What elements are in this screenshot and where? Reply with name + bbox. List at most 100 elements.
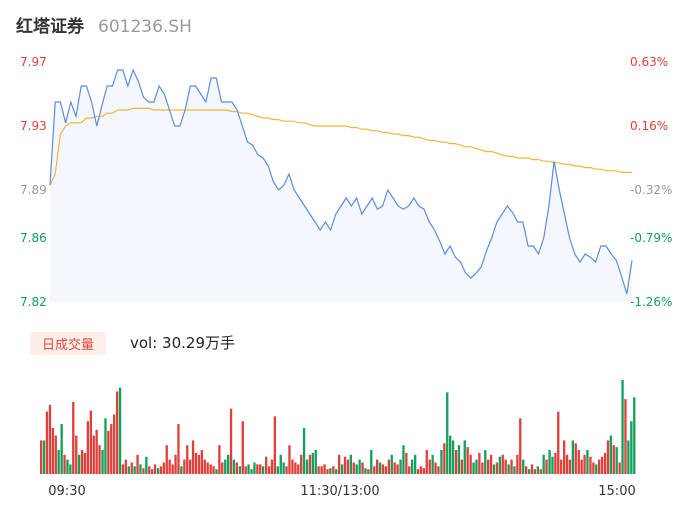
volume-bar <box>148 466 151 474</box>
volume-bar <box>592 462 595 474</box>
volume-bar <box>492 464 496 474</box>
volume-bar <box>116 391 119 474</box>
volume-bar <box>422 468 426 474</box>
volume-bar <box>376 459 379 474</box>
volume-bar <box>262 466 265 474</box>
volume-bar <box>291 459 294 474</box>
volume-bar <box>320 466 323 474</box>
volume-bar <box>501 454 504 474</box>
volume-bar <box>373 466 376 474</box>
volume-bar <box>574 443 577 474</box>
volume-bar <box>186 445 189 474</box>
volume-bar <box>300 454 303 474</box>
volume-bar <box>124 459 128 474</box>
volume-bar <box>522 459 525 474</box>
volume-bar <box>627 440 630 474</box>
volume-bar <box>595 464 598 474</box>
volume-bar <box>180 466 183 474</box>
volume-bar <box>437 466 440 474</box>
volume-bar <box>305 459 309 474</box>
volume-bar <box>51 427 55 474</box>
volume-badge[interactable]: 日成交量 <box>30 332 107 355</box>
volume-bar <box>548 450 551 474</box>
volume-bar <box>335 469 338 474</box>
volume-bar <box>48 404 52 474</box>
volume-bar <box>40 440 43 474</box>
volume-bar <box>352 462 355 474</box>
volume-bar <box>513 466 516 474</box>
volume-bar <box>57 450 60 474</box>
volume-bar <box>206 462 209 474</box>
volume-bar <box>329 468 332 474</box>
volume-bar <box>428 459 431 474</box>
volume-bar <box>446 392 449 474</box>
volume-bar <box>168 459 171 474</box>
volume-bar <box>504 459 507 474</box>
volume-bar <box>323 464 326 474</box>
volume-bar <box>603 452 607 474</box>
volume-chart <box>40 379 636 474</box>
volume-bar <box>317 466 320 474</box>
price-tick-label: 7.82 <box>20 295 47 309</box>
volume-bar <box>396 464 399 474</box>
volume-bar <box>618 462 621 474</box>
volume-bar <box>498 456 502 474</box>
volume-bar <box>253 462 256 474</box>
volume-bar <box>384 466 388 474</box>
volume-bar <box>72 402 75 474</box>
price-tick-label: 7.86 <box>20 231 47 245</box>
volume-bar <box>484 450 487 474</box>
volume-bar <box>615 447 618 474</box>
volume-bar <box>238 466 242 474</box>
volume-bar <box>589 456 592 474</box>
volume-bar <box>191 440 195 474</box>
volume-total-label: vol: 30.29万手 <box>130 334 235 352</box>
price-area-fill <box>50 70 632 302</box>
price-chart-area <box>49 68 633 302</box>
volume-bar <box>408 466 411 474</box>
volume-bar <box>83 452 87 474</box>
volume-bar <box>241 421 244 474</box>
stock-name: 红塔证券 <box>16 17 84 37</box>
volume-bar <box>364 468 367 474</box>
volume-bar <box>340 464 344 474</box>
percent-tick-label: 0.63% <box>630 55 668 69</box>
volume-bar <box>151 469 154 474</box>
volume-bar <box>431 454 434 474</box>
volume-bar <box>104 418 107 474</box>
volume-bar <box>633 397 636 474</box>
percent-tick-label: -0.32% <box>630 183 672 197</box>
volume-bar <box>411 459 414 474</box>
volume-bar <box>577 450 580 474</box>
volume-bar <box>177 424 180 474</box>
volume-bar <box>235 462 239 474</box>
volume-bar <box>434 462 437 474</box>
volume-bar <box>267 466 271 474</box>
volume-bar <box>302 427 306 474</box>
volume-bar <box>259 464 262 474</box>
volume-bar <box>533 469 537 474</box>
volume-bar <box>472 462 475 474</box>
volume-bar <box>156 468 160 474</box>
volume-bar <box>142 468 145 474</box>
volume-bar <box>466 447 469 474</box>
volume-bar <box>370 450 373 474</box>
volume-bar <box>419 466 423 474</box>
volume-bar <box>460 459 464 474</box>
volume-bar <box>110 424 113 474</box>
volume-bar <box>314 450 317 474</box>
volume-bar <box>606 440 610 474</box>
volume-bar <box>630 421 633 474</box>
time-tick-label: 11:30/13:00 <box>300 484 379 499</box>
volume-bar <box>80 450 84 474</box>
volume-bar <box>378 462 382 474</box>
volume-bar <box>130 462 133 474</box>
volume-bar <box>519 418 522 474</box>
volume-bar <box>227 454 230 474</box>
volume-bar <box>487 459 490 474</box>
volume-bar <box>463 440 466 474</box>
volume-bar <box>489 454 493 474</box>
volume-bar <box>311 452 315 474</box>
volume-bar <box>551 456 554 474</box>
